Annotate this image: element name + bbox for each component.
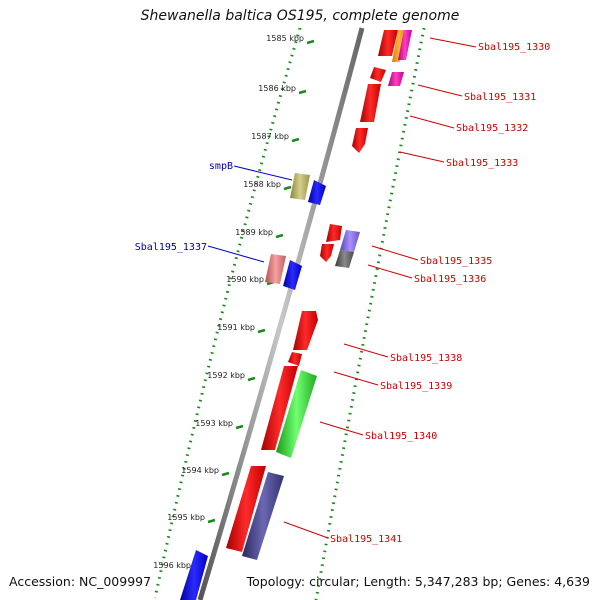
gene-sbal195-1336[interactable] [335,250,354,268]
gene-sbal195-1341[interactable] [242,472,284,560]
gene-smpb[interactable] [290,173,310,200]
page-title: Shewanella baltica OS195, complete genom… [140,8,460,24]
gene-label[interactable]: Sbal195_1336 [414,274,486,285]
gene-sbal195-1333[interactable] [352,128,368,153]
gene-sbal195-1337-partner[interactable] [283,260,302,290]
gene-label[interactable]: Sbal195_1341 [330,534,402,545]
gene-sbal195-1336-a[interactable] [340,230,360,252]
left-leader-lines [207,165,293,263]
ruler-tick [283,185,292,191]
gene-label-left[interactable]: smpB [209,161,233,172]
gene-sbal195-1331-b[interactable] [388,72,404,86]
gene-sbal195-1335-b[interactable] [320,244,334,262]
gene-sbal195-1338[interactable] [293,311,318,350]
gene-label[interactable]: Sbal195_1330 [478,42,550,53]
gene-label[interactable]: Sbal195_1338 [390,353,462,364]
gene-label[interactable]: Sbal195_1333 [446,158,518,169]
gene-label[interactable]: Sbal195_1339 [380,381,452,392]
gene-sbal195-1340[interactable] [276,370,317,458]
gene-sbal195-1335[interactable] [326,224,342,242]
ruler-label: 1589 kbp [235,228,273,237]
topology-text: Topology: circular; Length: 5,347,283 bp… [246,574,590,589]
gene-labels: Sbal195_1330 Sbal195_1331 Sbal195_1332 S… [135,42,551,545]
ruler-tick [235,424,244,430]
gene-smpb-partner[interactable] [308,180,326,205]
ruler-tick [298,89,307,95]
gene-sbal195-1341-red[interactable] [226,466,266,552]
gene-sbal195-1337[interactable] [265,254,286,284]
ruler-tick [247,376,256,382]
ruler-label: 1593 kbp [195,419,233,428]
gene-bottom-reverse[interactable] [180,550,208,600]
ruler-tick [306,39,315,45]
gene-label-left[interactable]: Sbal195_1337 [135,242,207,253]
ruler-tick [221,471,230,477]
right-leader-lines [283,37,477,539]
kbp-ruler: 1585 kbp 1586 kbp 1587 kbp 1588 kbp 1589 kbp… [153,34,315,572]
genome-backbone [197,27,365,600]
gene-sbal195-1331[interactable] [370,67,386,82]
gene-label[interactable]: Sbal195_1340 [365,431,437,442]
ruler-label: 1591 kbp [217,323,255,332]
gene-label[interactable]: Sbal195_1332 [456,123,528,134]
outer-tick-circle [314,27,426,600]
gene-sbal195-1339[interactable] [261,366,298,450]
ruler-label: 1586 kbp [258,84,296,93]
ruler-label: 1595 kbp [167,513,205,522]
ruler-label: 1585 kbp [266,34,304,43]
gene-sbal195-1338-b[interactable] [288,352,302,366]
accession-text: Accession: NC_009997 [9,574,152,589]
ruler-tick [275,233,284,239]
gene-sbal195-1332[interactable] [360,84,381,122]
ruler-tick [291,137,300,143]
ruler-label: 1590 kbp [226,275,264,284]
ruler-label: 1588 kbp [243,180,281,189]
gene-label[interactable]: Sbal195_1331 [464,92,536,103]
gene-sbal195-1330-c[interactable] [398,30,412,60]
ruler-label: 1592 kbp [207,371,245,380]
ruler-tick [207,518,216,524]
ruler-tick [257,328,266,334]
ruler-label: 1587 kbp [251,132,289,141]
ruler-label: 1596 kbp [153,561,191,570]
gene-label[interactable]: Sbal195_1335 [420,256,492,267]
ruler-label: 1594 kbp [181,466,219,475]
gene-sbal195-1330[interactable] [378,30,398,56]
